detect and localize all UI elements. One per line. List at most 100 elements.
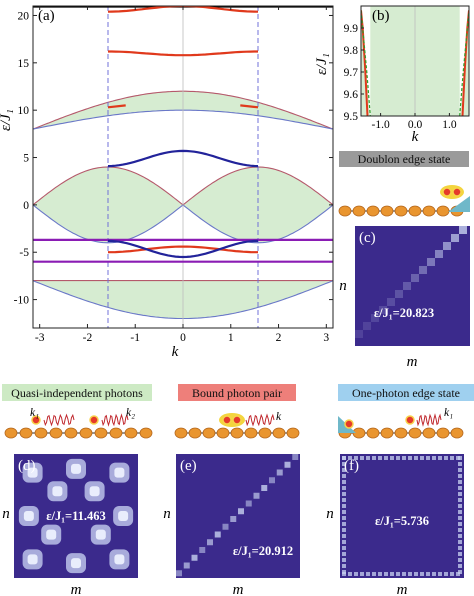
edge-cell-f [414, 456, 418, 460]
resonator-site [109, 427, 123, 439]
edge-cell-f [444, 456, 448, 460]
edge-cell-f [458, 570, 462, 574]
edge-cell-f [396, 572, 400, 576]
ytick-label-a: 0 [23, 200, 29, 212]
resonator-site [258, 427, 272, 439]
photon [89, 415, 99, 425]
ytick-label-a: 15 [18, 58, 30, 70]
intensity-core-d [52, 486, 63, 497]
edge-cell-f [456, 456, 460, 460]
resonator-site [272, 427, 286, 439]
banner-f [338, 384, 474, 401]
edge-cell-f [458, 462, 462, 466]
series-a-1 [107, 6, 259, 13]
series-b-3 [459, 10, 469, 116]
diagonal-cell-c [387, 298, 395, 306]
series-a-4 [240, 104, 259, 109]
resonator-site [124, 427, 138, 439]
photon [31, 415, 41, 425]
edge-cell-f [354, 572, 358, 576]
panel-f-label: (f) [344, 458, 359, 474]
panel-b-xlabel: k [412, 129, 419, 145]
series-b-2 [361, 10, 371, 116]
heatmap-d-xlabel: m [71, 582, 82, 596]
diagonal-cell-e [238, 508, 244, 515]
ytick-label-a: -5 [19, 247, 29, 259]
resonator-site [19, 427, 33, 439]
edge-cell-f [450, 456, 454, 460]
photon-wave [416, 413, 442, 427]
heatmap-e-cells [176, 454, 299, 577]
edge-cell-f [426, 572, 430, 576]
diagonal-cell-e [261, 485, 268, 491]
diagonal-cell-e [222, 523, 229, 530]
panel-c: Doublon edge state (c) ε/J₁=20.823 m n [338, 151, 470, 370]
edge-cell-f [354, 456, 358, 460]
edge-cell-f [458, 498, 462, 502]
energy-label-f: ε/J₁=5.736 [375, 514, 429, 528]
xtick-label-a: 3 [323, 332, 329, 344]
energy-label-e: ε/J₁=20.912 [233, 544, 293, 558]
edge-cell-f [438, 456, 442, 460]
diagonal-cell-e [230, 516, 237, 522]
panel-e: Bound photon pair k (e) ε/J₁=20.912 m n [163, 384, 300, 596]
heatmap-f [340, 454, 464, 578]
diagonal-cell-e [214, 531, 221, 538]
series-a-2 [108, 50, 258, 57]
diagonal-cell-c [395, 290, 403, 298]
panel-a-label: (a) [38, 8, 55, 24]
edge-cell-f [426, 456, 430, 460]
photon [405, 415, 415, 425]
diagonal-cell-e [176, 570, 182, 577]
edge-cell-f [384, 572, 388, 576]
edge-cell-f [458, 474, 462, 478]
banner-c [339, 151, 469, 167]
diagonal-cell-c [411, 274, 419, 282]
edge-cell-f [420, 456, 424, 460]
photon-wave [101, 413, 129, 427]
resonator-site [64, 427, 78, 439]
photon [452, 187, 462, 197]
edge-cell-f [342, 492, 346, 496]
edge-cell-f [432, 456, 436, 460]
ytick-label-b: 9.5 [344, 111, 359, 123]
edge-cell-f [342, 510, 346, 514]
edge-cell-f [438, 572, 442, 576]
series-a-9 [107, 239, 259, 259]
resonator-site [244, 427, 258, 439]
diagonal-cell-c [451, 234, 459, 242]
panel-a-xlabel: k [172, 344, 179, 360]
resonator-site [422, 205, 436, 217]
edge-cell-f [378, 456, 382, 460]
xtick-label-a: -3 [35, 332, 45, 344]
edge-cell-f [432, 572, 436, 576]
banner-d [2, 384, 152, 401]
resonator-site [188, 427, 202, 439]
intensity-core-d [27, 554, 38, 565]
panel-d: Quasi-independent photons k₁ k₂ (d) ε/J₁… [2, 384, 153, 596]
edge-cell-f [402, 456, 406, 460]
banner-c-text: Doublon edge state [358, 152, 451, 166]
resonator-site [436, 205, 450, 217]
edge-cell-f [372, 572, 376, 576]
wavevector-k-label-e: k [276, 411, 282, 423]
edge-cell-f [444, 572, 448, 576]
band-fill-b-right [459, 6, 469, 116]
panel-b-ticks: -1.0 0.0 1.0 9.5 9.6 9.7 9.8 9.9 [344, 23, 457, 131]
edge-cell-f [342, 504, 346, 508]
wavevector-k2-label-d: k₂ [126, 407, 135, 419]
diagonal-cell-e [292, 454, 299, 460]
heatmap-d-cells [18, 458, 134, 574]
chain-illustration-f [338, 413, 464, 439]
resonator-site [366, 427, 380, 439]
diagonal-cell-c [379, 306, 387, 314]
ytick-label-a: 5 [23, 153, 29, 165]
edge-cell-f [458, 516, 462, 520]
heatmap-d-ylabel: n [2, 506, 10, 522]
panel-b-ylabel: ε/J₁ [314, 53, 330, 75]
resonator-site [408, 205, 422, 217]
edge-cell-f [342, 486, 346, 490]
edge-cell-f [458, 486, 462, 490]
panel-b: -1.0 0.0 1.0 9.5 9.6 9.7 9.8 9.9 (b) k ε/J₁ [314, 5, 470, 145]
edge-cell-f [342, 570, 346, 574]
